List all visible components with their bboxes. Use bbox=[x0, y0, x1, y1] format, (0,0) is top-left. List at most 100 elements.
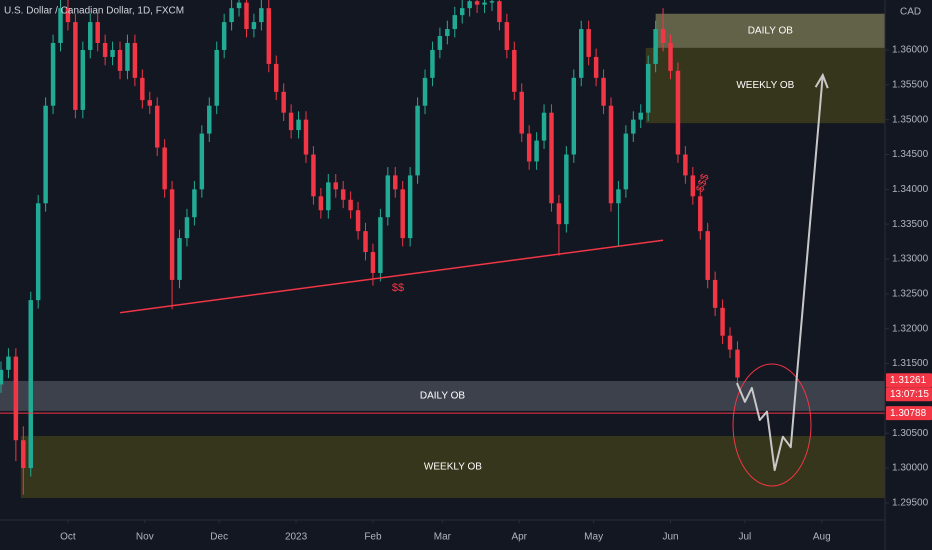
candle-body bbox=[221, 22, 227, 50]
highlight-circle bbox=[732, 363, 812, 487]
x-tick-label: Nov bbox=[136, 532, 154, 543]
candle-body bbox=[318, 196, 324, 211]
candle-body bbox=[459, 8, 465, 16]
countdown-badge bbox=[886, 387, 932, 402]
candle-body bbox=[192, 189, 197, 218]
candle-body bbox=[281, 91, 286, 113]
y-tick-label: 1.34500 bbox=[892, 149, 929, 160]
candle-body bbox=[623, 133, 629, 190]
zone-label: WEEKLY OB bbox=[736, 80, 794, 91]
price-line-badge bbox=[886, 406, 932, 421]
candle-body bbox=[50, 42, 56, 106]
x-tick-label: Jul bbox=[738, 532, 751, 543]
x-tick-label: May bbox=[584, 532, 603, 543]
y-tick-label: 1.35000 bbox=[892, 114, 929, 125]
candle-body bbox=[504, 22, 510, 50]
candle-body bbox=[430, 49, 435, 78]
candle-body bbox=[21, 440, 26, 469]
countdown-label: 13:07:15 bbox=[890, 389, 929, 400]
last-price-badge bbox=[886, 373, 932, 388]
zone-label: WEEKLY OB bbox=[424, 462, 482, 473]
candle-body bbox=[556, 203, 562, 225]
candle-body bbox=[474, 1, 480, 5]
price-line-label: 1.30788 bbox=[890, 408, 927, 419]
candle-body bbox=[296, 119, 301, 131]
candle-body bbox=[333, 182, 338, 190]
candle-body bbox=[712, 279, 718, 308]
trendline bbox=[119, 239, 664, 314]
y-tick-label: 1.33500 bbox=[892, 219, 929, 230]
candle-body bbox=[489, 1, 495, 3]
candle-body bbox=[28, 300, 33, 469]
candle-body bbox=[564, 154, 569, 225]
candle-body bbox=[549, 112, 554, 204]
candle-body bbox=[512, 49, 517, 92]
x-tick-label: Dec bbox=[210, 532, 228, 543]
candle-body bbox=[705, 231, 710, 280]
candle-body bbox=[35, 203, 41, 301]
candle-body bbox=[690, 175, 696, 197]
candle-body bbox=[683, 154, 688, 176]
candle-body bbox=[132, 42, 138, 78]
candle-body bbox=[58, 8, 63, 43]
order-block-zone bbox=[645, 47, 885, 124]
projected-path bbox=[736, 74, 824, 472]
candle-body bbox=[6, 356, 11, 370]
candle-body bbox=[288, 112, 294, 131]
candle-body bbox=[88, 22, 93, 50]
candle-body bbox=[303, 119, 309, 155]
y-tick-label: 1.30000 bbox=[892, 463, 929, 474]
currency-label: CAD bbox=[900, 7, 921, 18]
candle-body bbox=[244, 2, 249, 30]
candle-body bbox=[207, 105, 212, 134]
y-tick-label: 1.31500 bbox=[892, 358, 929, 369]
candle-body bbox=[340, 189, 346, 200]
candle-body bbox=[437, 36, 443, 50]
candle-body bbox=[638, 112, 643, 120]
candle-body bbox=[65, 8, 71, 23]
candle-body bbox=[497, 1, 502, 23]
candle-body bbox=[199, 133, 205, 190]
candle-body bbox=[482, 2, 487, 5]
candle-body bbox=[616, 189, 621, 204]
candle-body bbox=[400, 189, 405, 239]
candle-body bbox=[660, 29, 666, 43]
candle-body bbox=[445, 29, 450, 37]
candle-body bbox=[668, 42, 673, 71]
candle-body bbox=[631, 119, 636, 134]
candle-body bbox=[125, 42, 130, 71]
x-tick-label: Apr bbox=[511, 532, 527, 543]
x-tick-label: Feb bbox=[364, 532, 382, 543]
x-tick-label: Oct bbox=[60, 532, 76, 543]
arrow-head bbox=[814, 72, 829, 89]
candle-body bbox=[385, 175, 391, 218]
candle-body bbox=[43, 105, 48, 204]
chart-title: U.S. Dollar / Canadian Dollar, 1D, FXCM bbox=[4, 6, 184, 17]
candle-body bbox=[370, 252, 376, 273]
candle-body bbox=[80, 49, 86, 110]
y-tick-label: 1.35500 bbox=[892, 79, 929, 90]
candle-body bbox=[645, 63, 651, 113]
candle-body bbox=[363, 231, 368, 253]
candle-body bbox=[727, 335, 733, 350]
candle-body bbox=[452, 15, 458, 30]
candle-body bbox=[251, 22, 257, 30]
candle-body bbox=[169, 189, 175, 280]
candle-body bbox=[675, 70, 681, 155]
y-tick-label: 1.32500 bbox=[892, 289, 929, 300]
candle-body bbox=[236, 2, 242, 9]
candle-body bbox=[541, 112, 547, 141]
y-tick-label: 1.33000 bbox=[892, 254, 929, 265]
y-tick-label: 1.29500 bbox=[892, 498, 929, 509]
candle-body bbox=[229, 8, 234, 23]
y-tick-label: 1.30500 bbox=[892, 428, 929, 439]
candle-body bbox=[571, 77, 577, 155]
candle-body bbox=[95, 22, 100, 43]
x-tick-label: Aug bbox=[813, 532, 831, 543]
candle-body bbox=[653, 29, 658, 64]
candle-body bbox=[519, 91, 524, 134]
candle-body bbox=[526, 133, 532, 162]
x-tick-label: Mar bbox=[434, 532, 452, 543]
candle-body bbox=[407, 175, 413, 239]
